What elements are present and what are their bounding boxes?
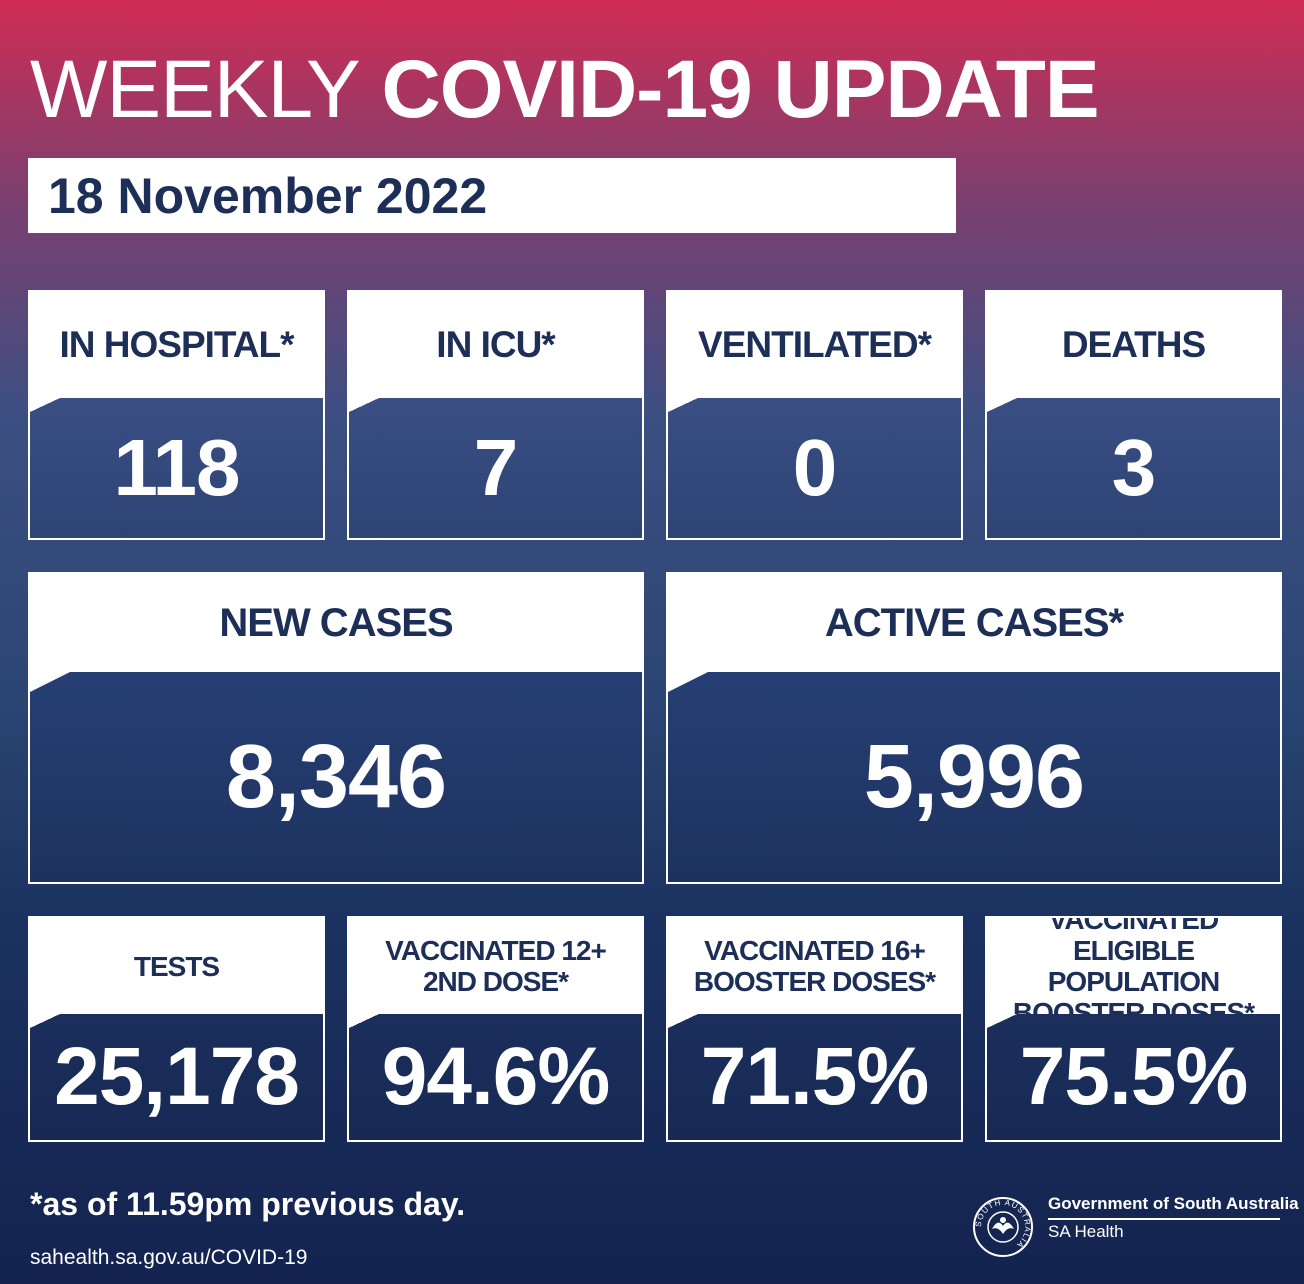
stat-label: IN HOSPITAL*	[30, 292, 323, 398]
date-banner: 18 November 2022	[28, 158, 956, 233]
stat-value: 8,346	[30, 672, 642, 882]
stat-label: IN ICU*	[349, 292, 642, 398]
stat-label: NEW CASES	[30, 574, 642, 672]
stat-label-line: TESTS	[133, 950, 220, 982]
card-corner	[30, 398, 60, 412]
card-corner	[30, 672, 70, 692]
stat-value: 71.5%	[668, 1014, 961, 1140]
stat-card-eligible-booster: VACCINATED ELIGIBLE POPULATION BOOSTER D…	[985, 916, 1282, 1142]
card-corner	[30, 1014, 60, 1028]
stat-label: VACCINATED 12+ 2ND DOSE*	[349, 918, 642, 1014]
logo-divider	[1048, 1218, 1280, 1220]
stat-label-line: ELIGIBLE POPULATION	[1047, 935, 1220, 997]
department-name: SA Health	[1048, 1222, 1124, 1241]
stat-value: 7	[349, 398, 642, 538]
stat-value: 25,178	[30, 1014, 323, 1140]
stat-label-line: VACCINATED	[1048, 916, 1219, 935]
title-weekly: WEEKLY	[30, 44, 361, 135]
stat-card-in-icu: IN ICU* 7	[347, 290, 644, 540]
card-corner	[668, 1014, 698, 1028]
title-covid-update: COVID-19 UPDATE	[381, 44, 1099, 135]
sa-government-seal-icon: SOUTH AUSTRALIA	[972, 1196, 1034, 1258]
website-url: sahealth.sa.gov.au/COVID-19	[30, 1246, 308, 1269]
stat-card-new-cases: NEW CASES 8,346	[28, 572, 644, 884]
stat-label-line: 2ND DOSE*	[422, 966, 569, 997]
card-corner	[668, 672, 708, 692]
stat-label: VACCINATED 16+ BOOSTER DOSES*	[668, 918, 961, 1014]
stat-value: 94.6%	[349, 1014, 642, 1140]
stat-label-line: BOOSTER DOSES*	[693, 966, 936, 997]
card-corner	[987, 398, 1017, 412]
stat-label: VENTILATED*	[668, 292, 961, 398]
stat-label-line: VACCINATED 16+	[704, 935, 926, 966]
stat-value: 118	[30, 398, 323, 538]
stat-value: 3	[987, 398, 1280, 538]
card-corner	[668, 398, 698, 412]
card-corner	[987, 1014, 1017, 1028]
report-date: 18 November 2022	[48, 168, 488, 224]
stat-card-ventilated: VENTILATED* 0	[666, 290, 963, 540]
card-corner	[349, 1014, 379, 1028]
stat-label: DEATHS	[987, 292, 1280, 398]
footnote: *as of 11.59pm previous day.	[30, 1186, 466, 1222]
stat-label-line: VACCINATED 12+	[385, 935, 607, 966]
government-name: Government of South Australia	[1048, 1194, 1299, 1213]
stat-card-active-cases: ACTIVE CASES* 5,996	[666, 572, 1282, 884]
stat-card-vaccinated-16-booster: VACCINATED 16+ BOOSTER DOSES* 71.5%	[666, 916, 963, 1142]
stat-value: 0	[668, 398, 961, 538]
stat-label: VACCINATED ELIGIBLE POPULATION BOOSTER D…	[987, 916, 1280, 1028]
stat-value: 75.5%	[987, 1014, 1280, 1140]
page-title: WEEKLY COVID-19 UPDATE	[30, 40, 1100, 140]
stat-card-tests: TESTS 25,178	[28, 916, 325, 1142]
stat-value: 5,996	[668, 672, 1280, 882]
stat-card-vaccinated-12-second-dose: VACCINATED 12+ 2ND DOSE* 94.6%	[347, 916, 644, 1142]
stat-label: TESTS	[30, 918, 323, 1014]
stat-label: ACTIVE CASES*	[668, 574, 1280, 672]
stat-card-deaths: DEATHS 3	[985, 290, 1282, 540]
stat-card-in-hospital: IN HOSPITAL* 118	[28, 290, 325, 540]
card-corner	[349, 398, 379, 412]
